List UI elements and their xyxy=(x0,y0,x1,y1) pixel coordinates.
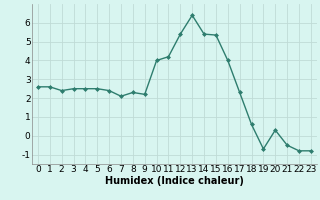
X-axis label: Humidex (Indice chaleur): Humidex (Indice chaleur) xyxy=(105,176,244,186)
